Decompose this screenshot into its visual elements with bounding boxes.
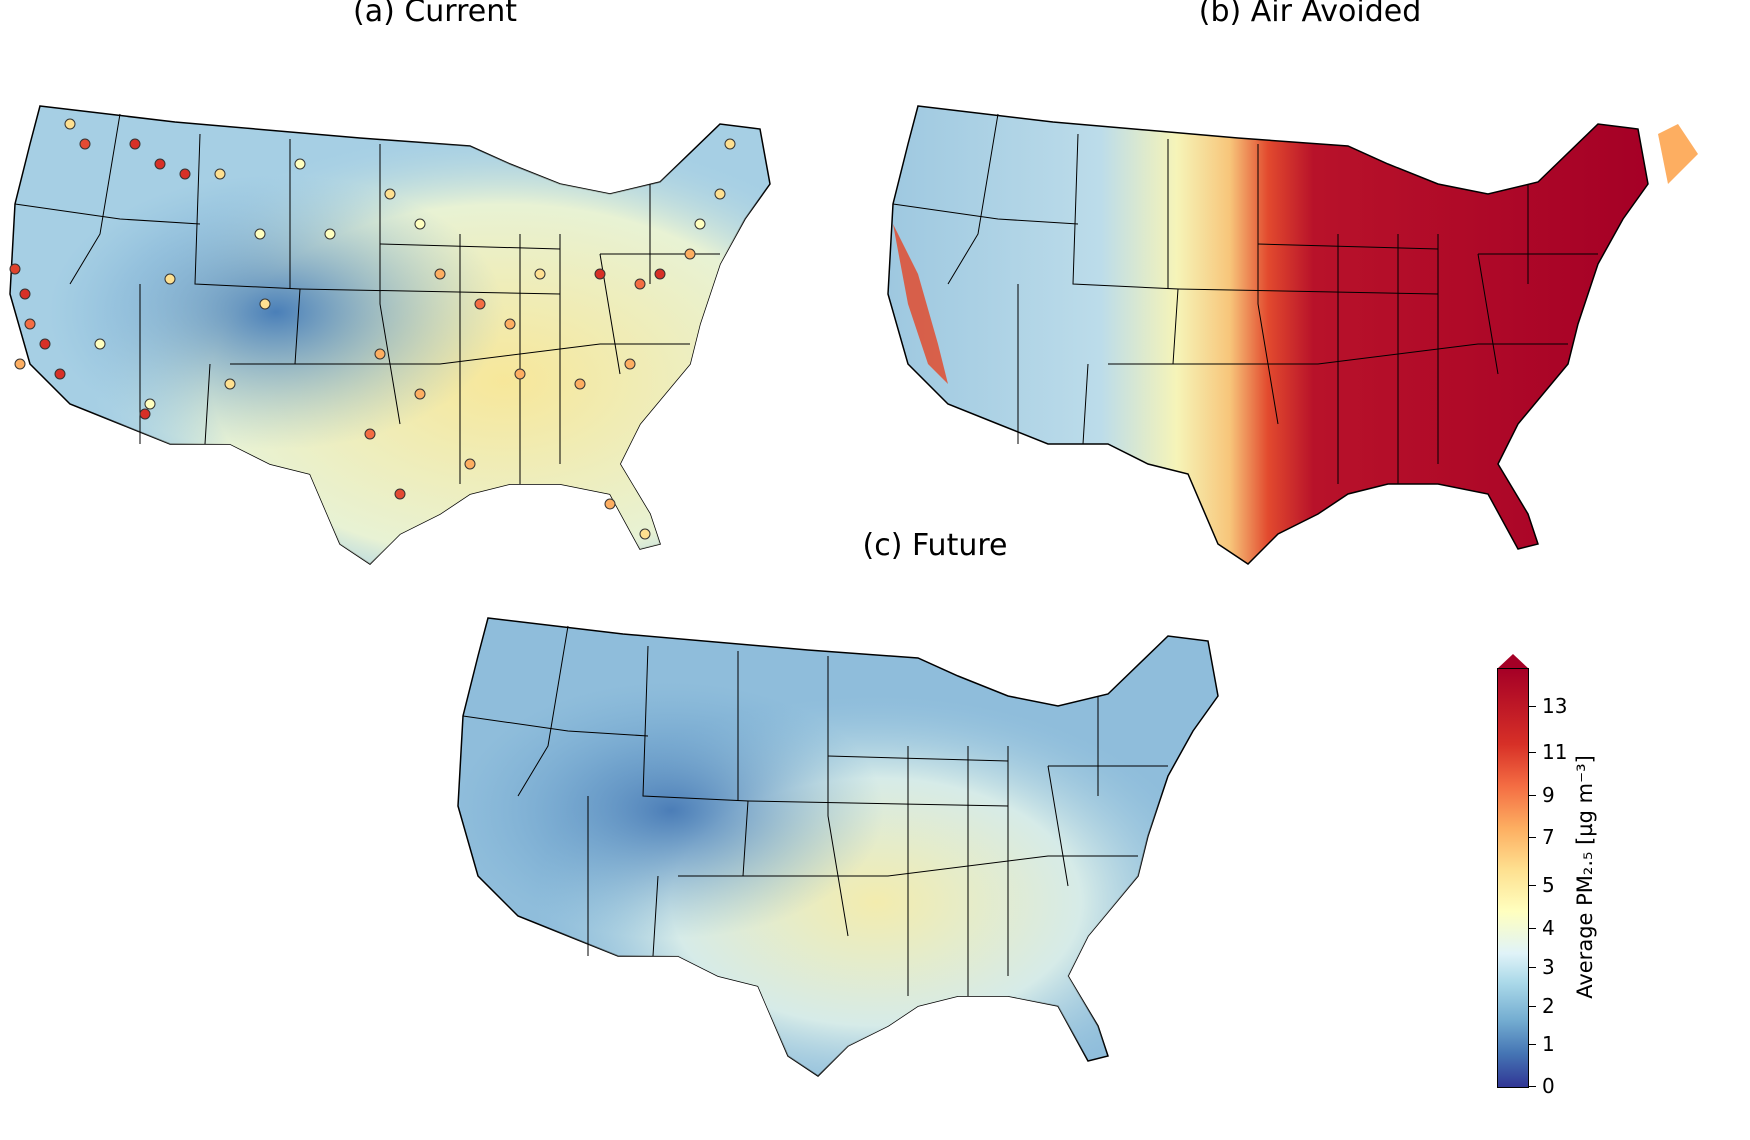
map-current (9, 105, 771, 565)
colorbar-tick (1529, 928, 1536, 929)
colorbar-tick-label: 5 (1542, 873, 1555, 897)
colorbar-tick-label: 7 (1542, 825, 1555, 849)
colorbar-tick-label: 2 (1542, 994, 1555, 1018)
colorbar-tick (1529, 706, 1536, 707)
us-outline (887, 105, 1649, 565)
colorbar-tick-label: 1 (1542, 1032, 1555, 1056)
colorbar (1497, 668, 1529, 1088)
colorbar-tick-label: 0 (1542, 1074, 1555, 1098)
state-borders (892, 113, 1598, 484)
colorbar-extend-arrow (1497, 654, 1529, 669)
colorbar-tick (1529, 837, 1536, 838)
monitor-sites (9, 118, 736, 540)
colorbar-tick (1529, 1006, 1536, 1007)
colorbar-tick (1529, 967, 1536, 968)
colorbar-tick (1529, 1086, 1536, 1087)
colorbar-tick (1529, 885, 1536, 886)
colorbar-tick-label: 9 (1542, 783, 1555, 807)
state-borders (462, 625, 1168, 996)
panel-a-title: (a) Current (352, 0, 517, 29)
map-future (457, 617, 1219, 1077)
colorbar-tick (1529, 1044, 1536, 1045)
panel-c-title: (c) Future (862, 528, 1008, 563)
colorbar-tick-label: 11 (1542, 740, 1568, 764)
colorbar-label: Average PM₂.₅ [µg m⁻³] (1573, 755, 1597, 999)
colorbar-tick-label: 3 (1542, 955, 1555, 979)
colorbar-tick-label: 13 (1542, 694, 1568, 718)
colorbar-tick (1529, 752, 1536, 753)
panel-b-title: (b) Air Avoided (1198, 0, 1422, 29)
map-air-avoided (887, 105, 1698, 565)
colorbar-tick-label: 4 (1542, 916, 1555, 940)
colorbar-tick (1529, 795, 1536, 796)
